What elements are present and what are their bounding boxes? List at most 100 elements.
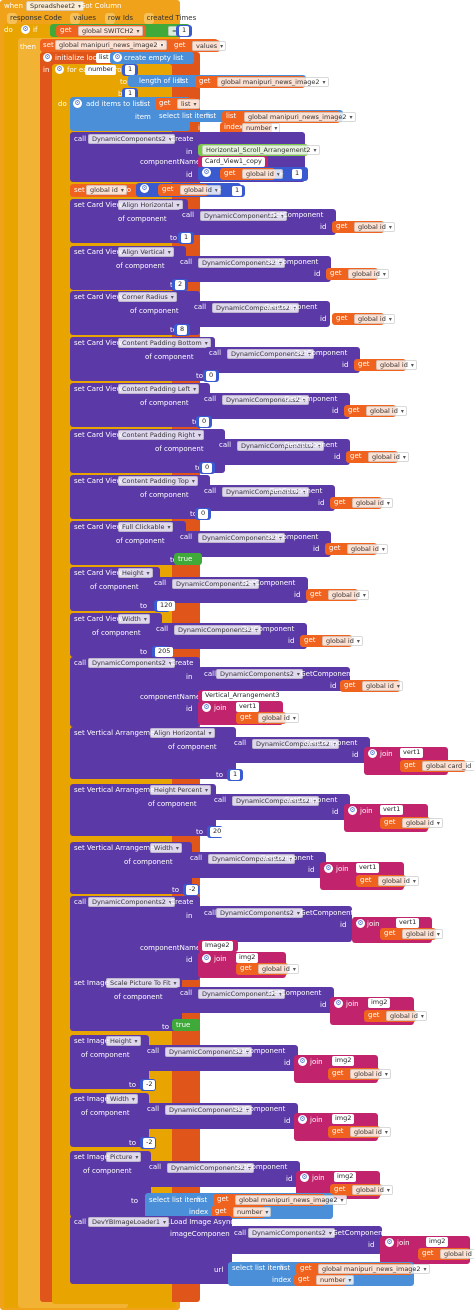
gear-icon[interactable]: ⚙: [368, 749, 377, 758]
boolean-block[interactable]: [174, 553, 202, 565]
property-dropdown[interactable]: Content Padding Left: [118, 384, 200, 394]
create-component-block[interactable]: [70, 896, 200, 980]
component-dropdown[interactable]: DynamicComponents2: [222, 487, 309, 497]
variable-dropdown[interactable]: global card_id: [422, 761, 474, 771]
property-dropdown[interactable]: Width: [106, 1094, 138, 1104]
gear-icon[interactable]: ⚙: [140, 184, 149, 193]
component-dropdown[interactable]: DynamicComponents2: [237, 441, 324, 451]
variable-dropdown[interactable]: global id: [402, 929, 443, 939]
property-dropdown[interactable]: Corner Radius: [118, 292, 177, 302]
property-dropdown[interactable]: Height: [106, 1036, 141, 1046]
gear-icon[interactable]: ⚙: [21, 25, 30, 34]
property-dropdown[interactable]: Picture: [106, 1152, 142, 1162]
component-dropdown[interactable]: DynamicComponents2: [216, 908, 303, 918]
variable-dropdown[interactable]: global id: [386, 1011, 427, 1021]
boolean-block[interactable]: [172, 1019, 200, 1031]
variable-dropdown[interactable]: global id: [352, 498, 393, 508]
gear-icon[interactable]: ⚙: [298, 1057, 307, 1066]
property-dropdown[interactable]: Height: [118, 568, 153, 578]
gear-icon[interactable]: ⚙: [113, 53, 122, 62]
variable-dropdown[interactable]: values: [192, 41, 227, 51]
property-dropdown[interactable]: Content Padding Bottom: [118, 338, 211, 348]
variable-dropdown[interactable]: global SWITCH2: [78, 26, 143, 36]
variable-dropdown[interactable]: global id: [366, 406, 407, 416]
component-dropdown[interactable]: DynamicComponents2: [248, 1228, 335, 1238]
variable-dropdown[interactable]: global id: [362, 681, 403, 691]
property-dropdown[interactable]: Height Percent: [150, 785, 212, 795]
variable-dropdown[interactable]: global id: [328, 590, 369, 600]
component-dropdown[interactable]: DynamicComponents2: [216, 669, 303, 679]
component-dropdown[interactable]: DynamicComponents2: [200, 211, 287, 221]
variable-dropdown[interactable]: global manipuri_news_image2: [55, 40, 167, 50]
variable-dropdown[interactable]: global id: [86, 185, 127, 195]
variable-dropdown[interactable]: global manipuri_news_image2: [244, 112, 356, 122]
component-dropdown[interactable]: DynamicComponents2: [232, 796, 319, 806]
gear-icon[interactable]: ⚙: [385, 1238, 394, 1247]
property-dropdown[interactable]: Width: [118, 614, 150, 624]
gear-icon[interactable]: ⚙: [73, 99, 82, 108]
gear-icon[interactable]: ⚙: [298, 1115, 307, 1124]
component-dropdown[interactable]: DynamicComponents2: [222, 395, 309, 405]
variable-dropdown[interactable]: global id: [378, 876, 419, 886]
create-empty-list-block[interactable]: [110, 52, 194, 64]
property-dropdown[interactable]: Content Padding Top: [118, 476, 198, 486]
variable-dropdown[interactable]: global id: [376, 360, 417, 370]
create-component-block[interactable]: [70, 657, 200, 727]
property-dropdown[interactable]: Scale Picture To Fit: [106, 978, 180, 988]
gear-icon[interactable]: ⚙: [348, 806, 357, 815]
gear-icon[interactable]: ⚙: [300, 1173, 309, 1182]
gear-icon[interactable]: ⚙: [202, 168, 211, 177]
variable-dropdown[interactable]: number: [316, 1275, 355, 1285]
property-dropdown[interactable]: Content Padding Right: [118, 430, 205, 440]
gear-icon[interactable]: ⚙: [202, 703, 211, 712]
property-dropdown[interactable]: Align Horizontal: [150, 728, 215, 738]
component-dropdown[interactable]: DevYBImageLoader1: [88, 1217, 170, 1227]
component-dropdown[interactable]: Horizontal_Scroll_Arrangement2: [202, 145, 320, 155]
property-dropdown[interactable]: Full Clickable: [118, 522, 174, 532]
gear-icon[interactable]: ⚙: [334, 999, 343, 1008]
variable-dropdown[interactable]: global id: [350, 1069, 391, 1079]
component-dropdown[interactable]: DynamicComponents2: [88, 134, 175, 144]
variable-dropdown[interactable]: global id: [258, 713, 299, 723]
variable-dropdown[interactable]: list: [177, 99, 200, 109]
variable-dropdown[interactable]: global manipuri_news_image2: [235, 1195, 347, 1205]
variable-dropdown[interactable]: global id: [180, 185, 221, 195]
component-dropdown[interactable]: DynamicComponents2: [88, 658, 175, 668]
component-dropdown[interactable]: Spreadsheet2: [26, 1, 85, 11]
variable-dropdown[interactable]: global id: [354, 222, 395, 232]
component-dropdown[interactable]: DynamicComponents2: [165, 1105, 252, 1115]
component-dropdown[interactable]: DynamicComponents2: [208, 854, 295, 864]
component-dropdown[interactable]: DynamicComponents2: [212, 303, 299, 313]
property-dropdown[interactable]: Align Horizontal: [118, 200, 183, 210]
load-image-async-block[interactable]: [70, 1216, 232, 1284]
component-dropdown[interactable]: DynamicComponents2: [165, 1047, 252, 1057]
property-dropdown[interactable]: Width: [150, 843, 182, 853]
variable-dropdown[interactable]: global id: [368, 452, 409, 462]
component-dropdown[interactable]: DynamicComponents2: [252, 739, 339, 749]
property-dropdown[interactable]: Align Vertical: [118, 247, 174, 257]
component-dropdown[interactable]: DynamicComponents2: [227, 349, 314, 359]
variable-dropdown[interactable]: global id: [350, 1127, 391, 1137]
variable-dropdown[interactable]: global manipuri_news_image2: [318, 1264, 430, 1274]
component-dropdown[interactable]: DynamicComponents2: [172, 579, 259, 589]
component-dropdown[interactable]: DynamicComponents2: [198, 989, 285, 999]
component-dropdown[interactable]: DynamicComponents2: [198, 258, 285, 268]
variable-dropdown[interactable]: global id: [348, 269, 389, 279]
variable-dropdown[interactable]: number: [233, 1207, 272, 1217]
variable-dropdown[interactable]: global manipuri_news_image2: [217, 77, 329, 87]
component-dropdown[interactable]: DynamicComponents2: [167, 1163, 254, 1173]
variable-dropdown[interactable]: global id: [354, 314, 395, 324]
component-dropdown[interactable]: DynamicComponents2: [174, 625, 261, 635]
variable-dropdown[interactable]: global id: [258, 964, 299, 974]
variable-dropdown[interactable]: global id: [440, 1249, 474, 1259]
gear-icon[interactable]: ⚙: [356, 919, 365, 928]
component-dropdown[interactable]: DynamicComponents2: [198, 533, 285, 543]
gear-icon[interactable]: ⚙: [324, 864, 333, 873]
set-image-block[interactable]: [70, 1151, 151, 1217]
variable-dropdown[interactable]: global id: [352, 1185, 393, 1195]
component-dropdown[interactable]: DynamicComponents2: [88, 897, 175, 907]
gear-icon[interactable]: ⚙: [43, 53, 52, 62]
variable-dropdown[interactable]: global id: [242, 169, 283, 179]
variable-dropdown[interactable]: global id: [322, 636, 363, 646]
